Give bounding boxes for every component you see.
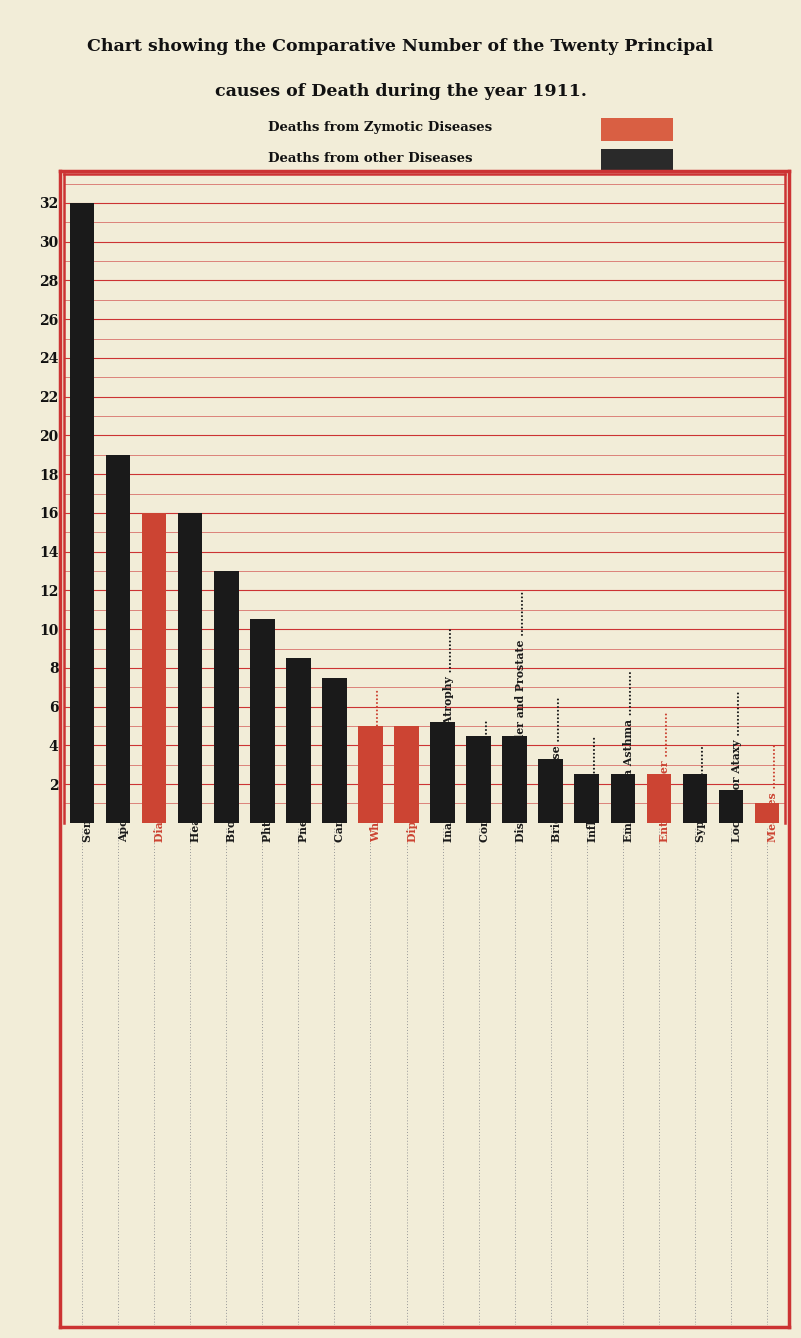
Bar	[682, 775, 707, 823]
Text: Syphilis ............: Syphilis ............	[694, 745, 706, 842]
Bar	[322, 677, 347, 823]
Text: Cancer ............: Cancer ............	[335, 751, 345, 842]
Bar	[601, 149, 673, 171]
Text: Diseases of Bladder and Prostate ............: Diseases of Bladder and Prostate .......…	[515, 590, 525, 842]
Bar	[466, 736, 491, 823]
Bar	[178, 512, 203, 823]
Text: Deaths from Zymotic Diseases: Deaths from Zymotic Diseases	[268, 122, 493, 134]
Bar	[601, 118, 673, 140]
Text: Phthisis ............: Phthisis ............	[263, 744, 273, 842]
Text: Convulsions ............: Convulsions ............	[478, 720, 489, 842]
Bar	[502, 736, 527, 823]
Bar	[430, 723, 455, 823]
Bar	[250, 619, 275, 823]
Text: Heart Disease ............: Heart Disease ............	[191, 706, 201, 842]
Text: Locomotor Ataxy ............: Locomotor Ataxy ............	[731, 690, 742, 842]
Text: Deaths from other Diseases: Deaths from other Diseases	[268, 153, 473, 166]
Text: Senile Decay ............: Senile Decay ............	[82, 714, 93, 842]
Bar	[718, 789, 743, 823]
Bar	[394, 727, 419, 823]
Text: Measles ............: Measles ............	[767, 744, 778, 842]
Bar	[574, 775, 599, 823]
Bar	[106, 455, 131, 823]
Text: Enteric Fever ............: Enteric Fever ............	[658, 712, 670, 842]
Text: Influenza ............: Influenza ............	[586, 736, 598, 842]
Text: Inanition, Debility, Atrophy ............: Inanition, Debility, Atrophy ...........…	[442, 628, 453, 842]
Text: Bronchitis ............: Bronchitis ............	[227, 729, 237, 842]
Bar	[70, 203, 95, 823]
Bar	[755, 804, 779, 823]
Bar	[610, 775, 635, 823]
Text: Pneumonia ............: Pneumonia ............	[298, 725, 309, 842]
Bar	[646, 775, 671, 823]
Text: Apoplexy ............: Apoplexy ............	[119, 739, 129, 842]
Text: Diphtheria ............: Diphtheria ............	[407, 728, 417, 842]
Bar	[214, 571, 239, 823]
Text: Whooping Cough ............: Whooping Cough ............	[370, 689, 381, 842]
Bar	[538, 759, 563, 823]
Text: causes of Death during the year 1911.: causes of Death during the year 1911.	[215, 83, 586, 100]
Text: Emphysema Asthma ............: Emphysema Asthma ............	[623, 670, 634, 842]
Bar	[142, 512, 167, 823]
Bar	[358, 727, 383, 823]
Text: Brights Disease ............: Brights Disease ............	[551, 697, 562, 842]
Bar	[286, 658, 311, 823]
Text: Diarrhœa ............: Diarrhœa ............	[154, 735, 165, 842]
Text: Chart showing the Comparative Number of the Twenty Principal: Chart showing the Comparative Number of …	[87, 37, 714, 55]
